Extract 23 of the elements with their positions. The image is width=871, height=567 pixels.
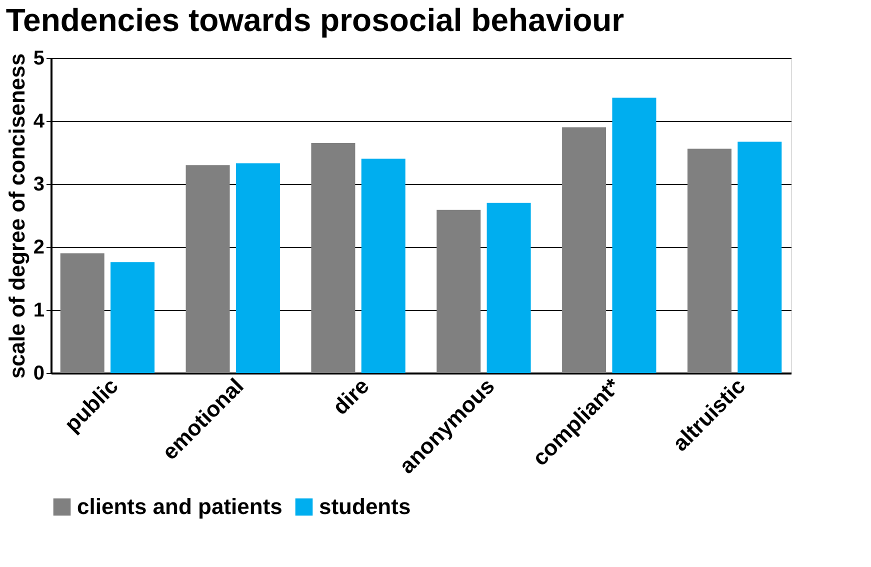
bar bbox=[60, 253, 104, 373]
x-tick-label: dire bbox=[328, 373, 374, 420]
bar bbox=[236, 163, 280, 373]
bar bbox=[738, 142, 782, 373]
y-tick-label: 4 bbox=[33, 110, 46, 132]
legend-label: students bbox=[319, 494, 411, 519]
bar bbox=[612, 98, 656, 373]
y-tick-label: 2 bbox=[33, 236, 44, 258]
bar bbox=[436, 210, 481, 373]
chart-title: Tendencies towards prosocial behaviour bbox=[6, 2, 624, 38]
bar bbox=[311, 143, 356, 373]
bar bbox=[110, 262, 155, 373]
bar bbox=[361, 158, 406, 373]
y-tick-label: 3 bbox=[33, 174, 44, 196]
y-axis-title: scale of degree of conciseness bbox=[4, 53, 30, 379]
y-tick-label: 0 bbox=[33, 362, 44, 384]
bar bbox=[186, 165, 230, 373]
bar bbox=[687, 148, 732, 373]
y-tick-label: 1 bbox=[33, 300, 44, 322]
bar bbox=[562, 127, 606, 373]
legend-label: clients and patients bbox=[77, 494, 282, 519]
bar bbox=[486, 202, 531, 373]
y-tick-label: 5 bbox=[33, 48, 44, 70]
